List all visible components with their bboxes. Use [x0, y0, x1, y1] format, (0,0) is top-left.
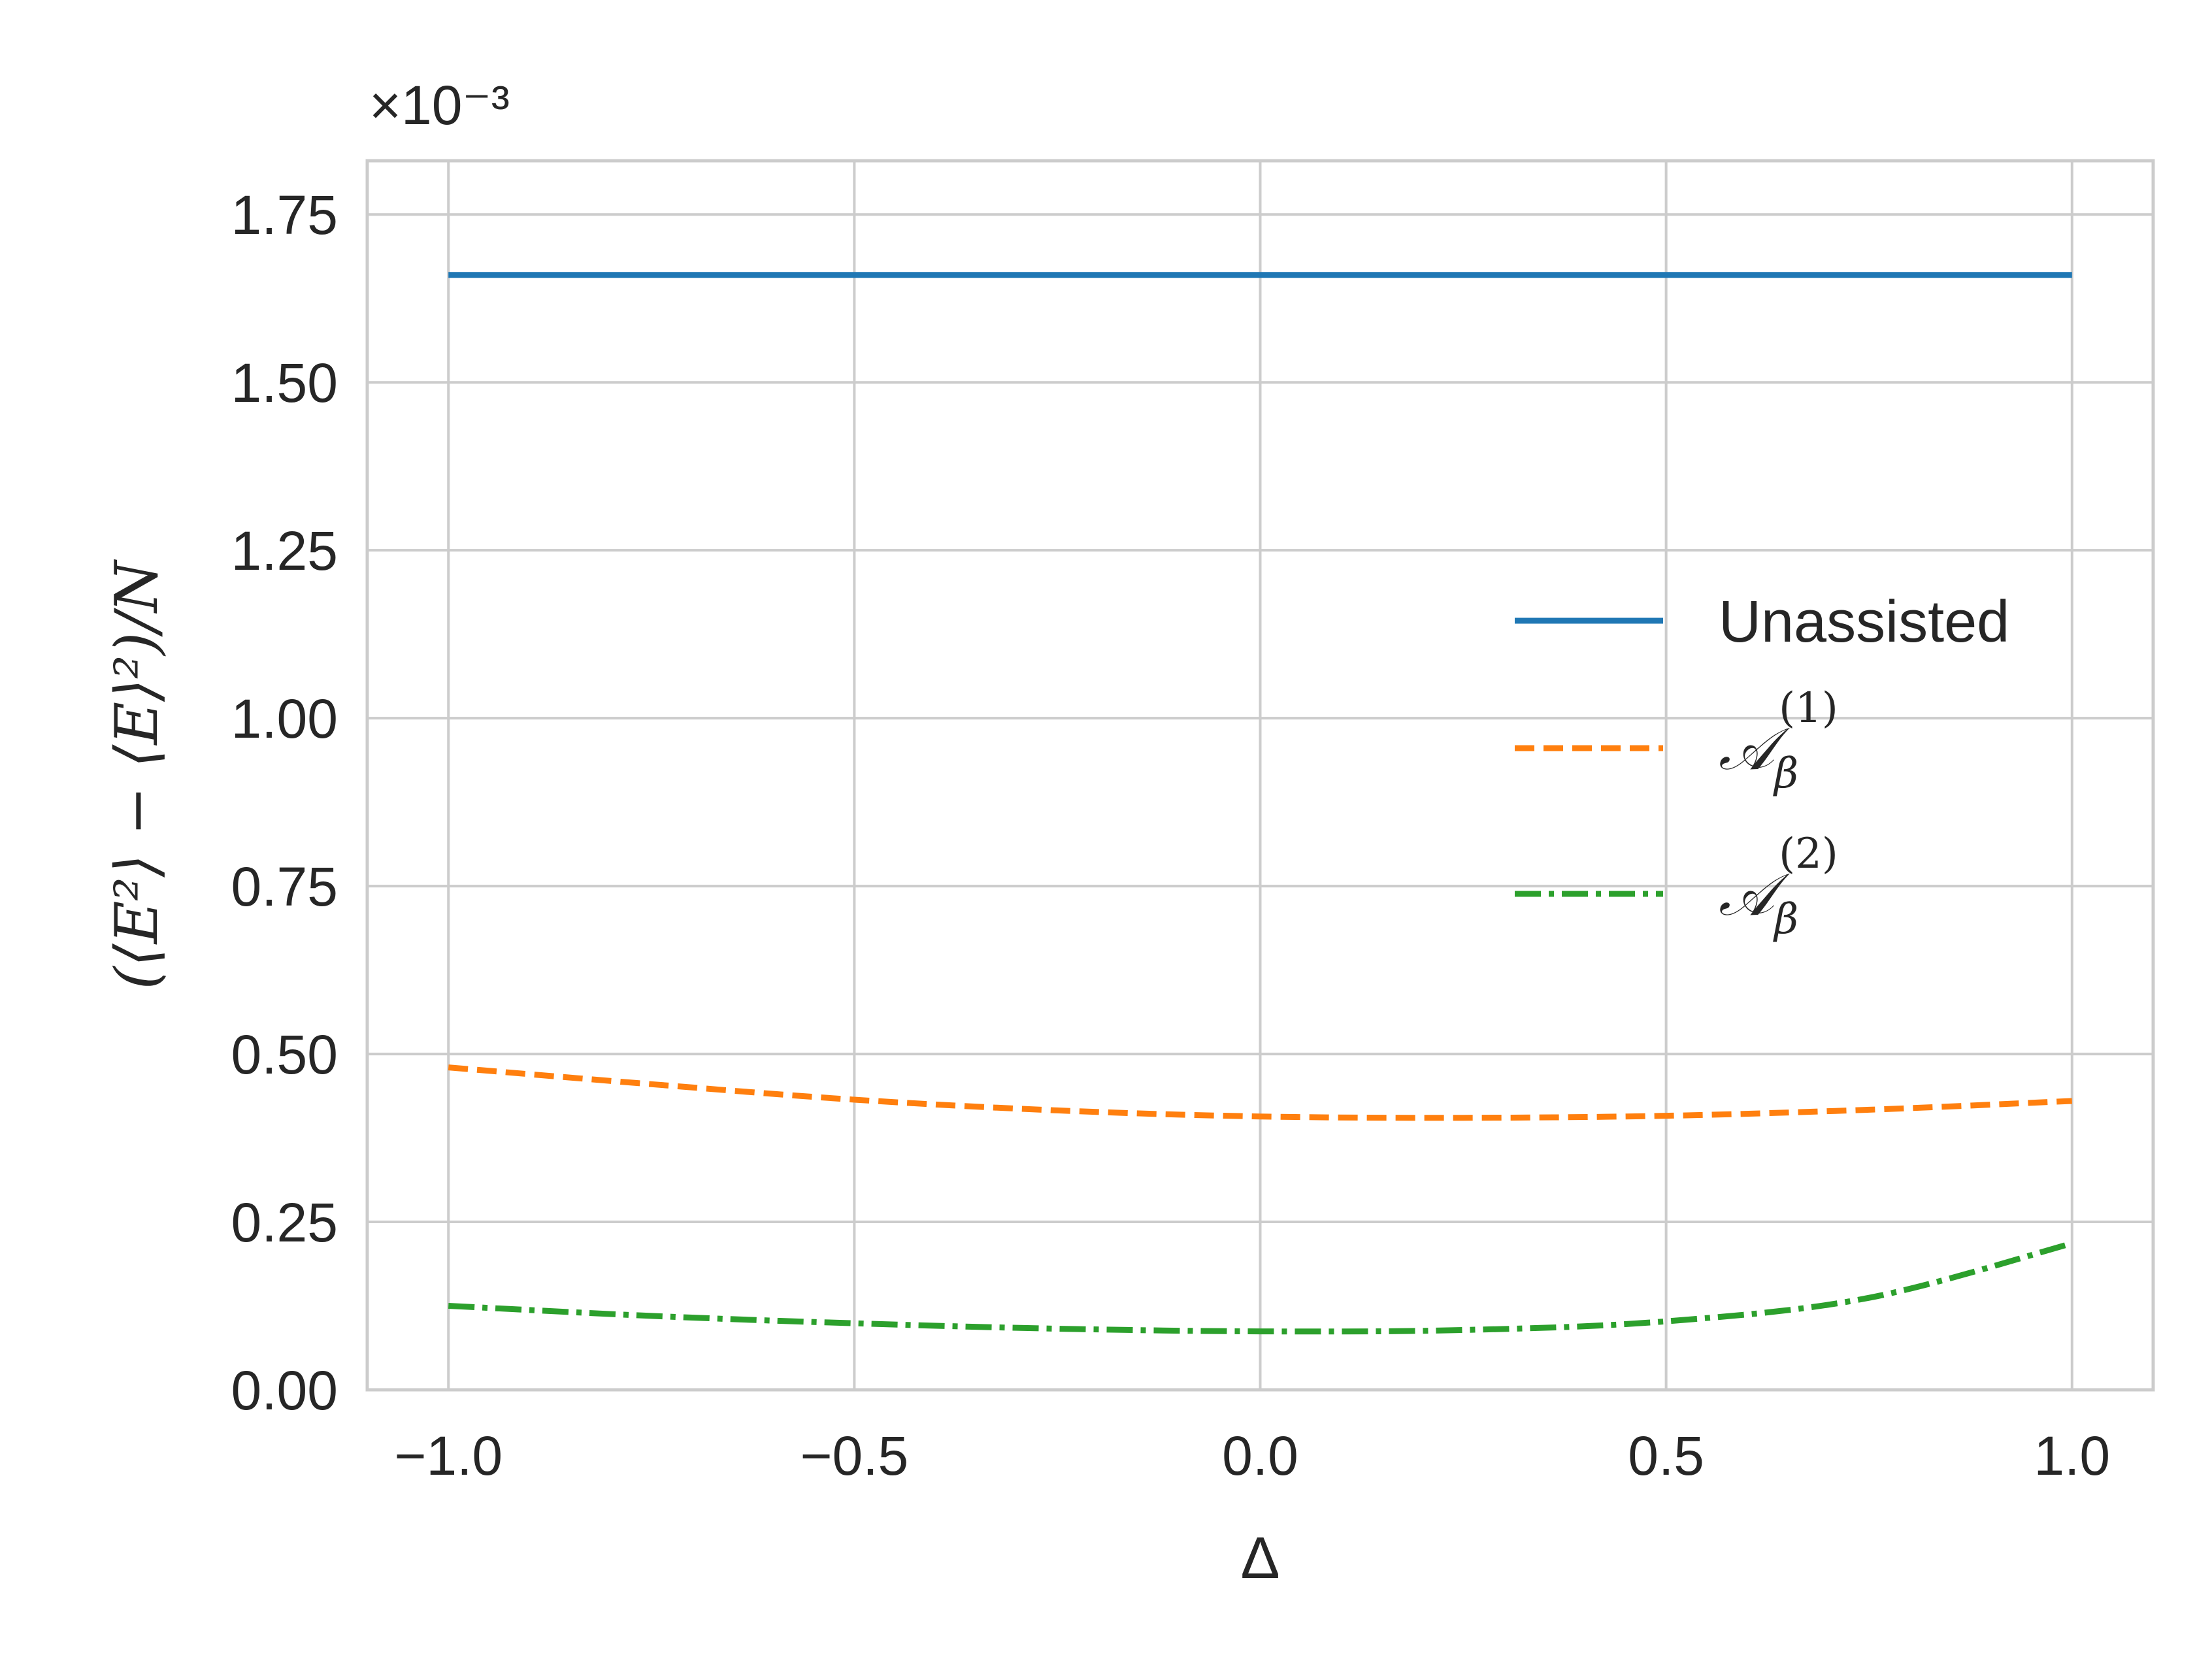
legend-label-3: 𝒜β(2) [1719, 830, 1838, 944]
x-axis-label: Δ [1240, 1526, 1279, 1591]
legend-label-2: 𝒜β(1) [1719, 684, 1838, 798]
y-tick-label: 1.00 [231, 688, 338, 749]
x-tick-label: −1.0 [394, 1425, 503, 1487]
y-tick-label: 1.25 [231, 520, 338, 582]
x-tick-label: 0.5 [1628, 1425, 1704, 1487]
series-line-3 [448, 1240, 2073, 1335]
plot-lines [448, 272, 2073, 1335]
y-tick-labels: 0.00 0.25 0.50 0.75 1.00 1.25 1.50 1.75 [231, 184, 338, 1421]
legend-label-unassisted: Unassisted [1719, 589, 2009, 655]
y-tick-label: 1.50 [231, 352, 338, 414]
y-axis-label: (⟨E²⟩ − ⟨E⟩²)/N [103, 559, 171, 989]
x-tick-labels: −1.0 −0.5 0.0 0.5 1.0 [394, 1425, 2110, 1487]
axes-frame [365, 159, 2155, 1392]
axes-spines [365, 159, 2155, 1392]
x-tick-label: 1.0 [2034, 1425, 2110, 1487]
grid [367, 161, 2153, 1391]
y-offset-text: ×10⁻³ [369, 74, 510, 136]
y-tick-label: 0.50 [231, 1024, 338, 1085]
x-tick-label: 0.0 [1222, 1425, 1298, 1487]
y-tick-label: 0.00 [231, 1360, 338, 1421]
x-tick-label: −0.5 [800, 1425, 908, 1487]
legend: Unassisted 𝒜β(1) 𝒜β(2) [1515, 589, 2009, 944]
series-line-2 [448, 1064, 2072, 1121]
y-tick-label: 0.25 [231, 1192, 338, 1253]
y-tick-label: 1.75 [231, 184, 338, 246]
y-tick-label: 0.75 [231, 856, 338, 917]
